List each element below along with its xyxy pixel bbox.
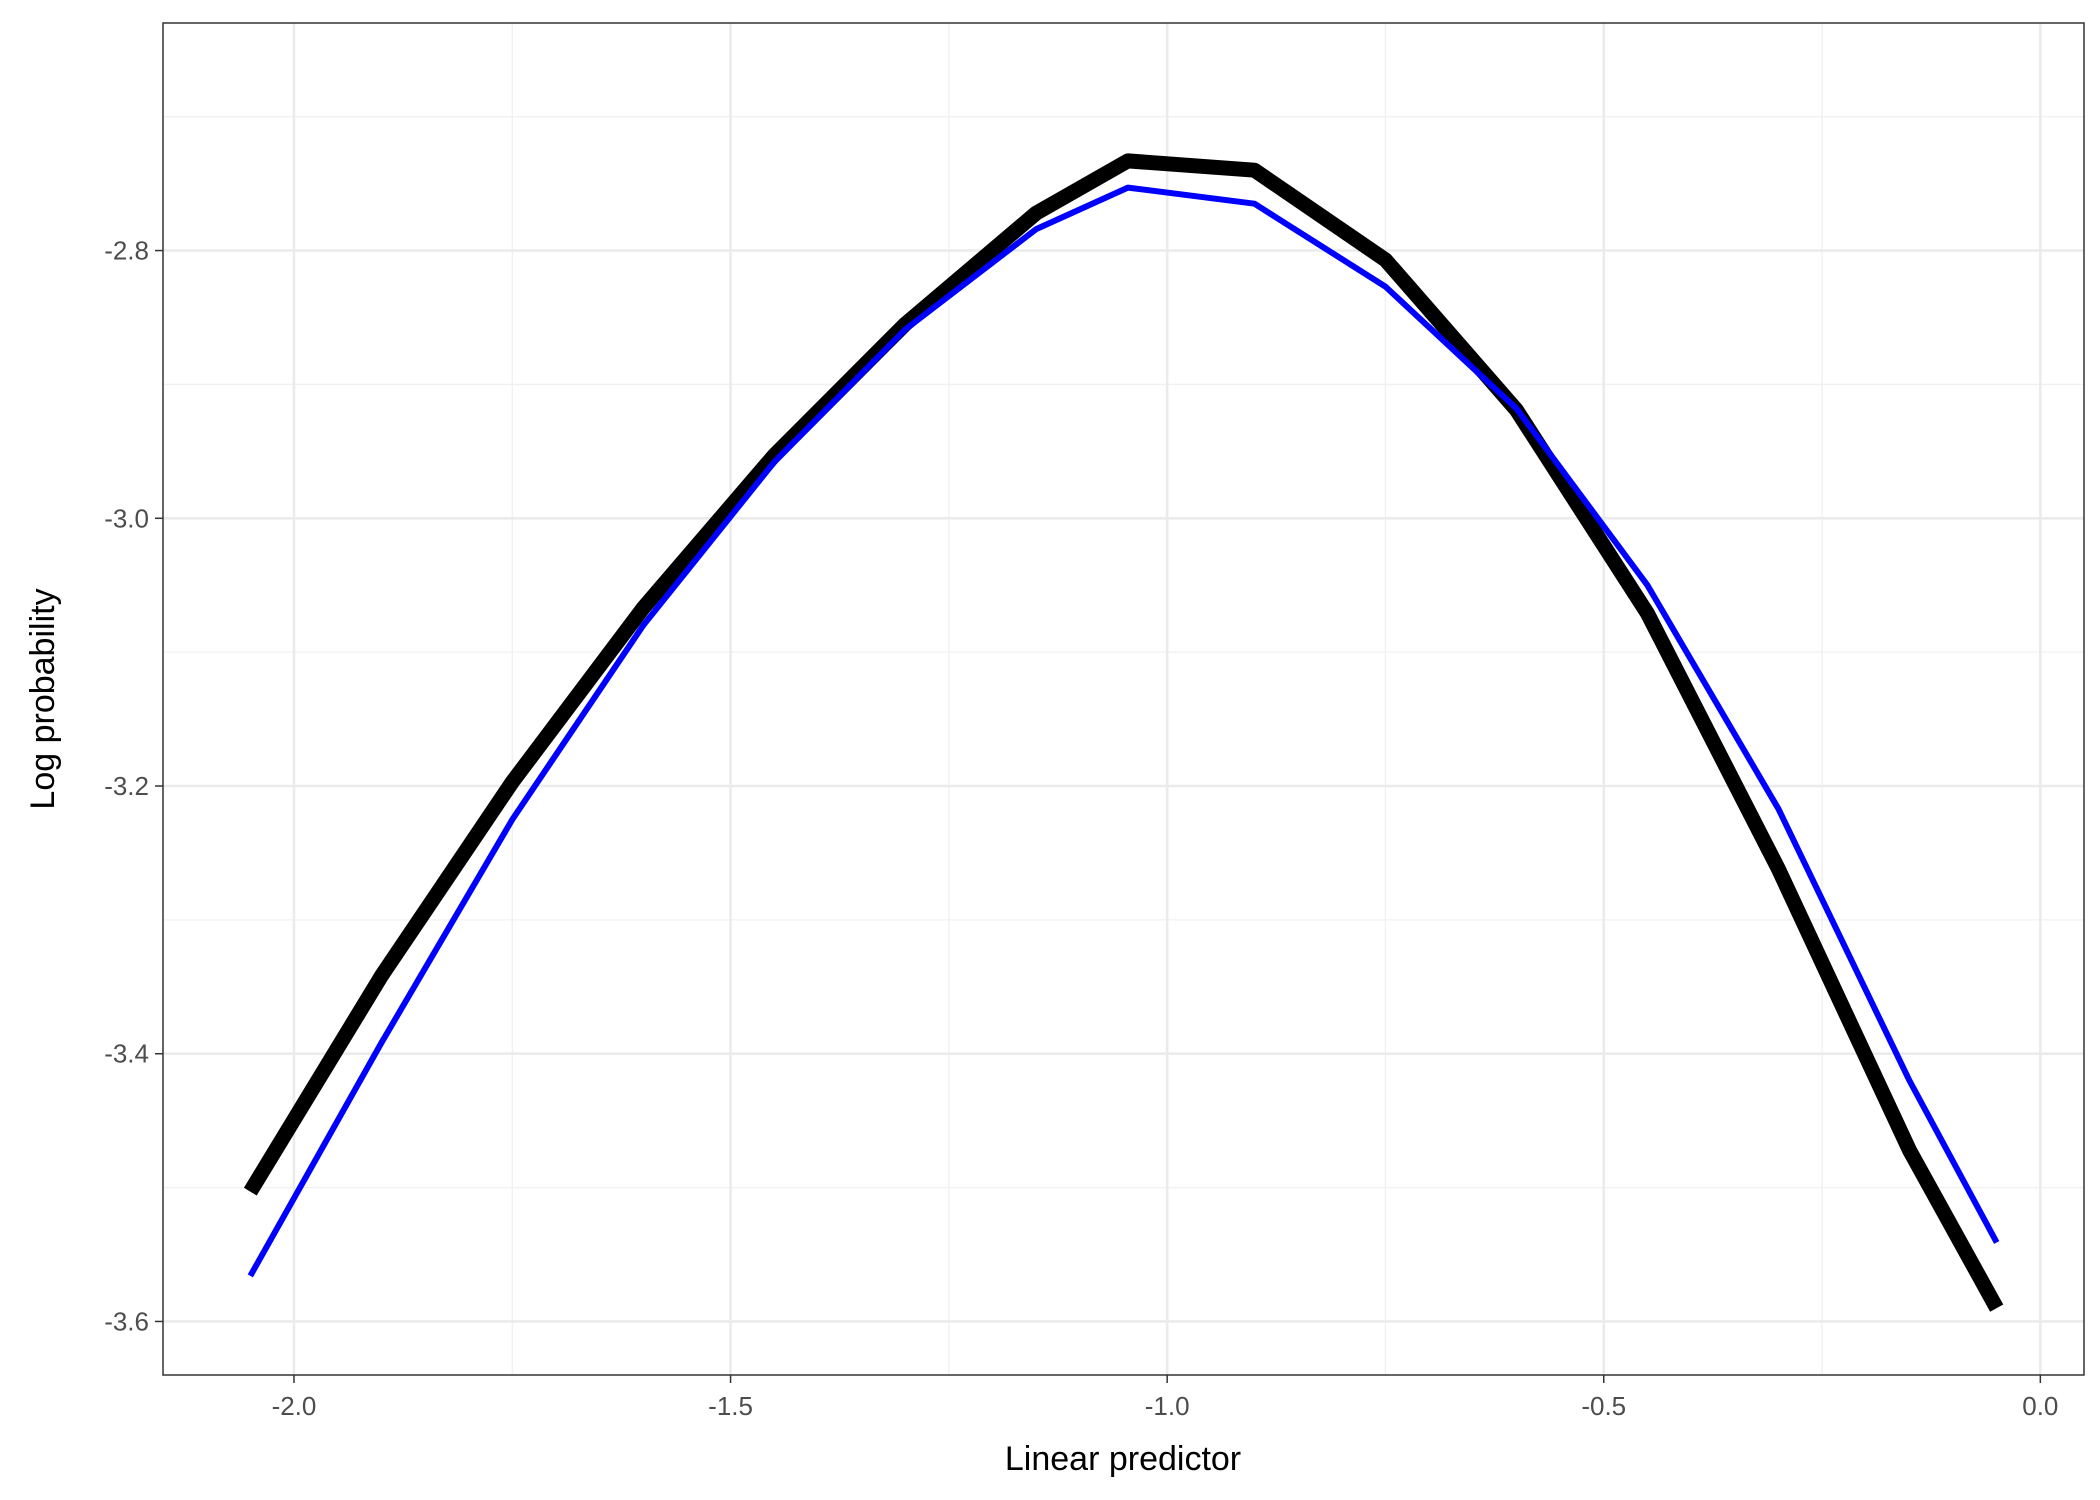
- y-tick-label: -3.0: [104, 503, 149, 533]
- plot-series: [243, 153, 2004, 1312]
- panel-border: [162, 22, 2085, 1376]
- x-tick-label: -1.5: [708, 1391, 753, 1421]
- x-tick-label: -1.0: [1145, 1391, 1190, 1421]
- x-tick-label: -2.0: [272, 1391, 317, 1421]
- x-axis-title: Linear predictor: [1005, 1440, 1241, 1478]
- grid-lines: [163, 23, 2084, 1375]
- x-tick-label: 0.0: [2022, 1391, 2058, 1421]
- series-line-black: [243, 153, 2004, 1312]
- series-line-blue: [247, 184, 2000, 1278]
- panel-background: [163, 23, 2084, 1375]
- x-tick-label: -0.5: [1581, 1391, 1626, 1421]
- y-tick-label: -3.6: [104, 1306, 149, 1336]
- y-tick-label: -3.4: [104, 1039, 149, 1069]
- y-axis-title: Log probability: [24, 588, 62, 809]
- y-tick-label: -3.2: [104, 771, 149, 801]
- axes: -2.0 -1.5 -1.0 -0.5 0.0 -3.6 -3.4 -3.2 -3.0 -2.8: [104, 236, 2058, 1421]
- y-tick-label: -2.8: [104, 236, 149, 266]
